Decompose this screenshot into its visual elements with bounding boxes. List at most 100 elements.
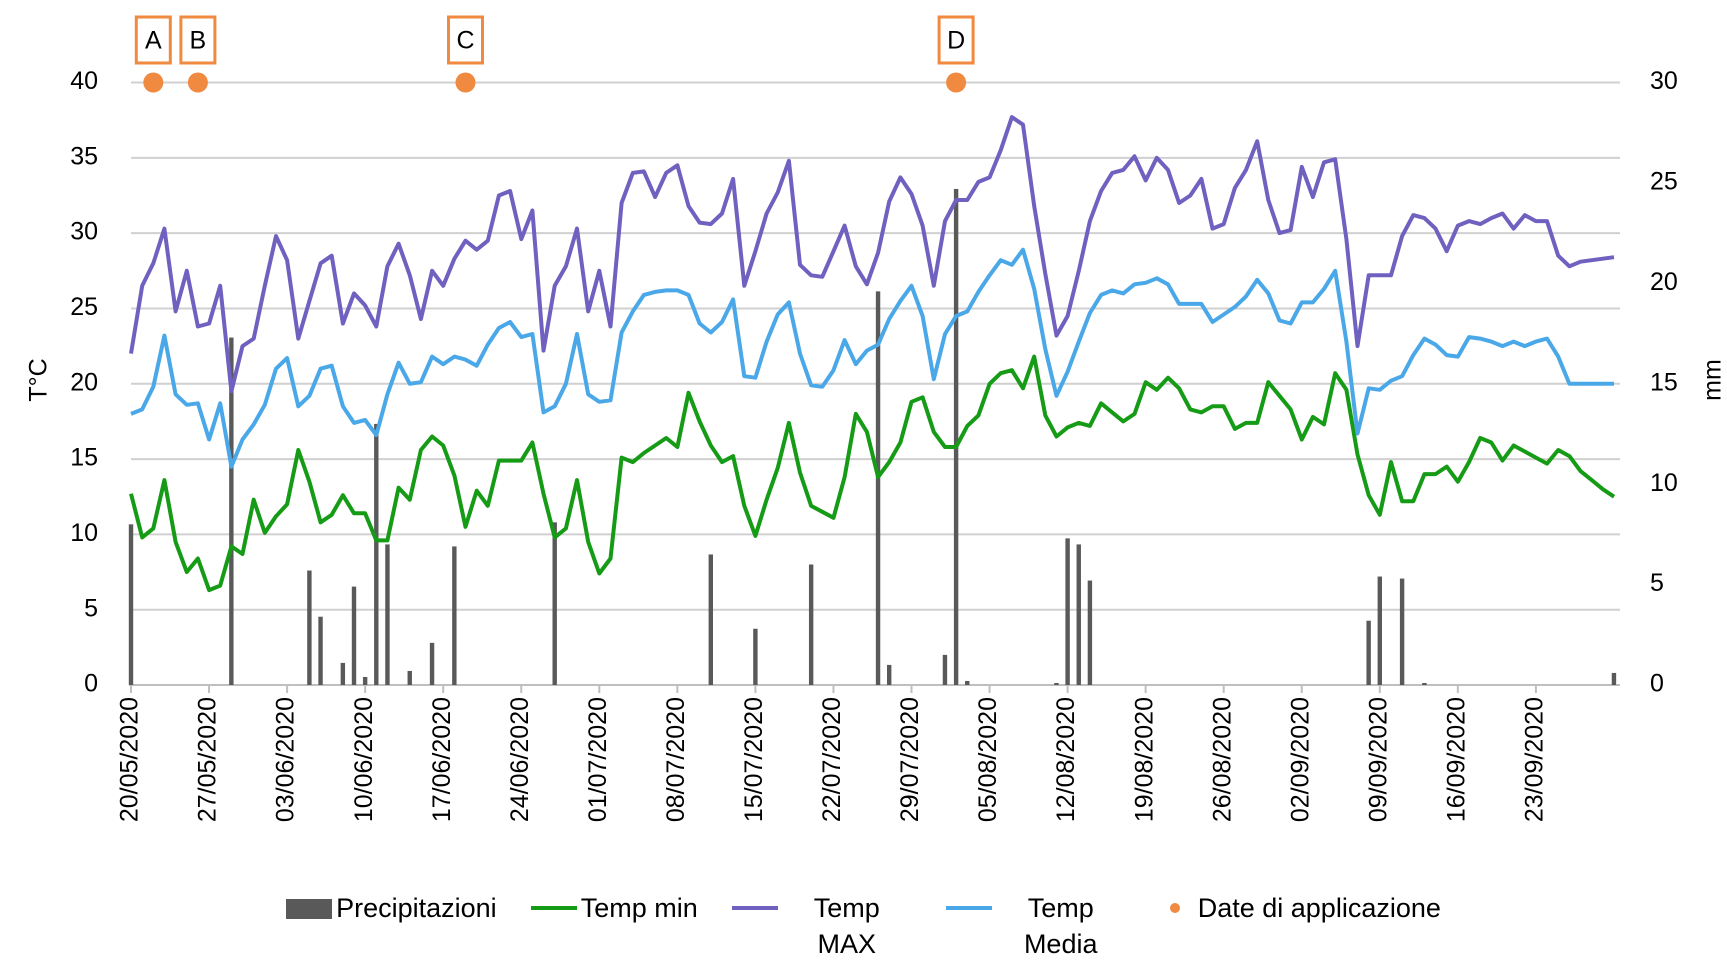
y-tick-label: 25 bbox=[70, 293, 98, 321]
application-label: B bbox=[190, 27, 207, 55]
y-tick-label: 10 bbox=[70, 519, 98, 547]
precipitation-bar bbox=[887, 664, 892, 685]
legend-item: Temp MAX bbox=[731, 890, 912, 962]
precipitation-bar bbox=[942, 654, 948, 685]
x-tick-label: 23/09/2020 bbox=[1521, 697, 1549, 822]
application-label-box bbox=[937, 15, 975, 65]
precipitation-bar bbox=[1377, 576, 1382, 685]
precipitation-bar bbox=[1611, 672, 1617, 685]
precipitation-bar bbox=[128, 524, 134, 685]
legend-label: Precipitazioni bbox=[336, 893, 497, 923]
y2-tick-label: 30 bbox=[1650, 67, 1678, 95]
precipitation-bar bbox=[953, 188, 959, 686]
x-tick-label: 24/06/2020 bbox=[506, 697, 534, 822]
y2-tick-label: 15 bbox=[1650, 368, 1678, 396]
legend-item: Temp min bbox=[530, 890, 698, 962]
y-tick-label: 35 bbox=[70, 142, 98, 170]
legend-swatch bbox=[286, 899, 333, 919]
precipitation-bar bbox=[362, 676, 368, 685]
precipitation-bar bbox=[1065, 538, 1070, 685]
y2-tick-label: 10 bbox=[1650, 469, 1678, 497]
legend-label: Temp Media bbox=[1023, 893, 1098, 959]
legend-item: Temp Media bbox=[945, 890, 1126, 962]
x-tick-label: 09/09/2020 bbox=[1364, 697, 1392, 822]
y2-axis-label: mm bbox=[1699, 359, 1727, 401]
x-tick-label: 03/06/2020 bbox=[272, 697, 300, 822]
precipitation-bar bbox=[452, 546, 457, 685]
y-tick-label: 5 bbox=[84, 594, 98, 622]
y2-tick-label: 5 bbox=[1650, 569, 1664, 597]
y-axis-label: T°C bbox=[25, 358, 53, 401]
application-point bbox=[187, 72, 208, 93]
application-label-box bbox=[179, 15, 217, 65]
precipitation-bar bbox=[407, 670, 412, 685]
application-label-box bbox=[134, 15, 172, 65]
x-tick-label: 12/08/2020 bbox=[1052, 697, 1080, 822]
precipitation-bar bbox=[429, 642, 435, 685]
legend-label: Date di applicazione bbox=[1197, 893, 1441, 923]
precipitation-bar bbox=[340, 662, 346, 685]
legend-swatch bbox=[1169, 903, 1180, 913]
legend-swatch bbox=[945, 906, 992, 910]
y2-tick-label: 20 bbox=[1650, 268, 1678, 296]
precipitation-bar bbox=[1366, 620, 1371, 685]
y2-tick-label: 0 bbox=[1650, 670, 1664, 698]
x-tick-label: 17/06/2020 bbox=[428, 697, 456, 822]
precipitation-bar bbox=[552, 522, 557, 685]
application-point bbox=[946, 72, 967, 93]
legend-label: Temp MAX bbox=[813, 893, 880, 959]
x-tick-label: 15/07/2020 bbox=[740, 697, 768, 822]
y-tick-label: 30 bbox=[70, 218, 98, 246]
x-tick-label: 16/09/2020 bbox=[1442, 697, 1470, 822]
application-label-box bbox=[447, 15, 484, 65]
x-tick-label: 10/06/2020 bbox=[350, 697, 378, 822]
precipitation-bar bbox=[875, 291, 881, 685]
precipitation-bar bbox=[1076, 544, 1081, 685]
x-tick-label: 20/05/2020 bbox=[116, 697, 144, 822]
x-tick-label: 29/07/2020 bbox=[896, 697, 924, 822]
x-tick-label: 01/07/2020 bbox=[584, 697, 612, 822]
precipitation-bar bbox=[1422, 682, 1427, 685]
precipitation-bar bbox=[965, 680, 970, 685]
precipitation-bar bbox=[808, 564, 814, 685]
x-tick-label: 27/05/2020 bbox=[194, 697, 222, 822]
chart: T°C mm 0 5 10 15 20 25 30 35 40 0 5 10 15 20 25 30 20/05… bbox=[25, 15, 1727, 822]
precipitation-bar bbox=[708, 554, 713, 685]
x-tick-label: 05/08/2020 bbox=[974, 697, 1002, 822]
legend-label: Temp min bbox=[580, 893, 698, 923]
precipitation-bar bbox=[1399, 578, 1405, 685]
temperature-line bbox=[129, 354, 1616, 593]
y2-tick-label: 25 bbox=[1650, 168, 1678, 196]
application-point bbox=[455, 72, 476, 93]
x-tick-label: 26/08/2020 bbox=[1208, 697, 1236, 822]
legend: Precipitazioni Temp min Temp MAX Temp Media… bbox=[0, 890, 1727, 962]
precipitation-bar bbox=[1054, 682, 1059, 685]
y-tick-label: 0 bbox=[84, 670, 98, 698]
application-label: A bbox=[145, 27, 162, 55]
precipitation-bar bbox=[374, 423, 379, 685]
legend-swatch bbox=[731, 906, 778, 910]
legend-item: Date di applicazione bbox=[1160, 890, 1441, 962]
x-tick-label: 02/09/2020 bbox=[1286, 697, 1314, 822]
precipitation-bar bbox=[385, 544, 390, 685]
y-tick-label: 20 bbox=[70, 368, 98, 396]
precipitation-bar bbox=[753, 628, 758, 685]
x-tick-label: 22/07/2020 bbox=[818, 697, 846, 822]
legend-swatch bbox=[530, 906, 577, 910]
application-point bbox=[143, 72, 164, 93]
application-label: D bbox=[947, 27, 965, 55]
y-tick-label: 15 bbox=[70, 444, 98, 472]
precipitation-bar bbox=[351, 586, 357, 685]
x-tick-label: 19/08/2020 bbox=[1130, 697, 1158, 822]
application-label: C bbox=[456, 27, 474, 55]
precipitation-bar bbox=[1087, 580, 1093, 685]
precipitation-bar bbox=[229, 337, 234, 685]
legend-item: Precipitazioni bbox=[286, 890, 497, 962]
y-tick-label: 40 bbox=[70, 67, 98, 95]
precipitation-bar bbox=[318, 616, 323, 685]
temperature-line bbox=[130, 247, 1614, 469]
precipitation-bar bbox=[307, 570, 312, 685]
x-tick-label: 08/07/2020 bbox=[662, 697, 690, 822]
